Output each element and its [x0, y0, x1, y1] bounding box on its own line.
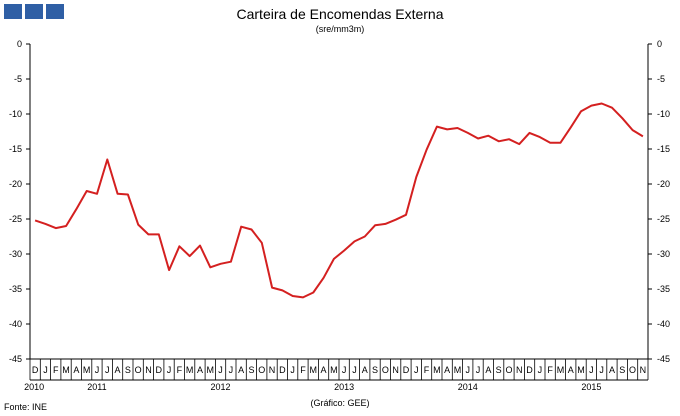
month-tick-label: F [424, 365, 430, 375]
month-tick-label: A [73, 365, 79, 375]
y-tick-label-right: -10 [657, 109, 670, 119]
month-tick-label: S [619, 365, 625, 375]
y-tick-label-right: 0 [657, 39, 662, 49]
month-tick-label: M [454, 365, 462, 375]
source-note: Fonte: INE [4, 402, 48, 412]
month-tick-label: O [382, 365, 389, 375]
y-tick-label-left: -20 [9, 179, 22, 189]
month-tick-label: J [589, 365, 594, 375]
y-tick-label-left: -15 [9, 144, 22, 154]
year-tick-label: 2012 [211, 382, 231, 392]
month-tick-label: A [485, 365, 491, 375]
month-tick-label: M [186, 365, 194, 375]
y-tick-label-right: -25 [657, 214, 670, 224]
y-tick-label-right: -45 [657, 354, 670, 364]
month-tick-label: A [362, 365, 368, 375]
logo-square [25, 4, 43, 19]
month-tick-label: J [414, 365, 419, 375]
month-tick-label: M [433, 365, 441, 375]
month-tick-label: A [568, 365, 574, 375]
month-tick-label: M [557, 365, 565, 375]
month-tick-label: J [43, 365, 48, 375]
month-tick-label: M [62, 365, 70, 375]
month-tick-label: A [115, 365, 121, 375]
month-tick-label: N [269, 365, 276, 375]
month-tick-label: J [352, 365, 357, 375]
month-tick-label: O [135, 365, 142, 375]
logo [4, 4, 64, 19]
month-tick-label: A [197, 365, 203, 375]
series-line [34, 102, 644, 299]
month-tick-label: D [526, 365, 533, 375]
month-tick-label: D [403, 365, 410, 375]
month-tick-label: S [496, 365, 502, 375]
y-tick-label-right: -40 [657, 319, 670, 329]
year-tick-label: 2014 [458, 382, 478, 392]
month-tick-label: A [238, 365, 244, 375]
month-tick-label: J [599, 365, 604, 375]
month-tick-label: A [321, 365, 327, 375]
year-tick-label: 2013 [334, 382, 354, 392]
month-tick-label: F [547, 365, 553, 375]
y-tick-label-right: -30 [657, 249, 670, 259]
month-tick-label: S [248, 365, 254, 375]
month-tick-label: O [258, 365, 265, 375]
logo-square [46, 4, 64, 19]
month-tick-label: J [95, 365, 100, 375]
month-tick-label: M [310, 365, 318, 375]
chart-subtitle: (sre/mm3m) [315, 24, 365, 34]
month-tick-label: N [392, 365, 399, 375]
y-tick-label-right: -20 [657, 179, 670, 189]
month-tick-label: A [444, 365, 450, 375]
month-tick-label: J [290, 365, 295, 375]
chart-title: Carteira de Encomendas Externa [236, 6, 444, 22]
month-tick-label: N [640, 365, 647, 375]
y-tick-label-left: -30 [9, 249, 22, 259]
month-tick-label: N [145, 365, 152, 375]
month-tick-label: O [505, 365, 512, 375]
logo-square [4, 4, 22, 19]
y-tick-label-left: -35 [9, 284, 22, 294]
y-tick-label-left: -5 [14, 74, 22, 84]
month-tick-label: F [300, 365, 306, 375]
month-tick-label: J [167, 365, 172, 375]
y-tick-label-left: -45 [9, 354, 22, 364]
month-tick-label: J [538, 365, 543, 375]
month-tick-label: O [629, 365, 636, 375]
month-tick-label: F [177, 365, 183, 375]
month-tick-label: M [330, 365, 338, 375]
month-tick-label: D [32, 365, 39, 375]
y-tick-label-left: -25 [9, 214, 22, 224]
year-tick-label: 2015 [581, 382, 601, 392]
month-tick-label: M [577, 365, 585, 375]
year-tick-label: 2011 [87, 382, 106, 392]
month-tick-label: M [207, 365, 215, 375]
y-tick-label-left: 0 [17, 39, 22, 49]
month-tick-label: J [218, 365, 223, 375]
y-tick-label-left: -40 [9, 319, 22, 329]
month-tick-label: D [156, 365, 163, 375]
chart-credit: (Gráfico: GEE) [310, 398, 370, 408]
month-tick-label: F [53, 365, 59, 375]
y-tick-label-right: -5 [657, 74, 665, 84]
month-tick-label: S [372, 365, 378, 375]
year-tick-label: 2010 [24, 382, 44, 392]
month-tick-label: A [609, 365, 615, 375]
month-tick-label: M [83, 365, 91, 375]
month-tick-label: S [125, 365, 131, 375]
month-tick-label: J [466, 365, 471, 375]
y-tick-label-right: -35 [657, 284, 670, 294]
month-tick-label: J [476, 365, 481, 375]
month-tick-label: D [279, 365, 286, 375]
y-tick-label-left: -10 [9, 109, 22, 119]
month-tick-label: J [105, 365, 110, 375]
y-tick-label-right: -15 [657, 144, 670, 154]
month-tick-label: J [229, 365, 234, 375]
month-tick-label: N [516, 365, 523, 375]
month-tick-label: J [342, 365, 347, 375]
